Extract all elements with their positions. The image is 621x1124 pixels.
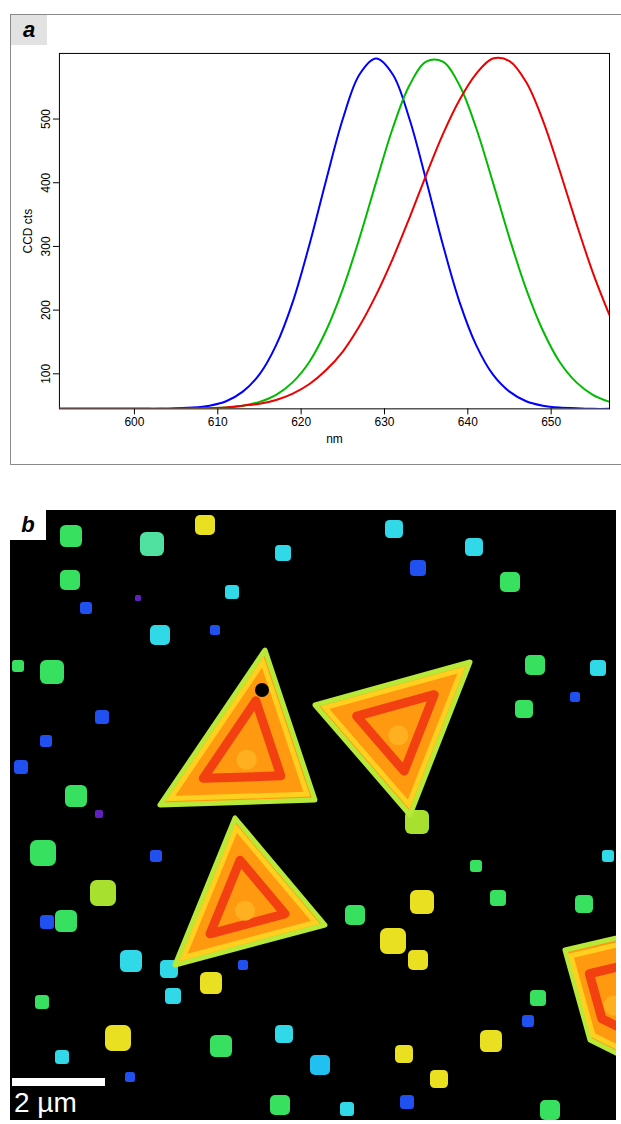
svg-text:640: 640 (458, 415, 478, 429)
svg-text:500: 500 (39, 109, 53, 129)
svg-text:100: 100 (39, 363, 53, 383)
html-text:a: a (22, 17, 36, 42)
svg-text:CCD cts: CCD cts (21, 209, 35, 254)
svg-text:600: 600 (124, 415, 144, 429)
svg-text:620: 620 (291, 415, 311, 429)
svg-text:200: 200 (39, 300, 53, 320)
svg-text:nm: nm (326, 432, 343, 446)
svg-text:630: 630 (374, 415, 394, 429)
svg-text:400: 400 (39, 172, 53, 192)
html-text:b: b (21, 512, 35, 537)
svg-text:2 µm: 2 µm (14, 1087, 77, 1118)
svg-text:300: 300 (39, 236, 53, 256)
svg-text:650: 650 (541, 415, 561, 429)
svg-text:610: 610 (208, 415, 228, 429)
